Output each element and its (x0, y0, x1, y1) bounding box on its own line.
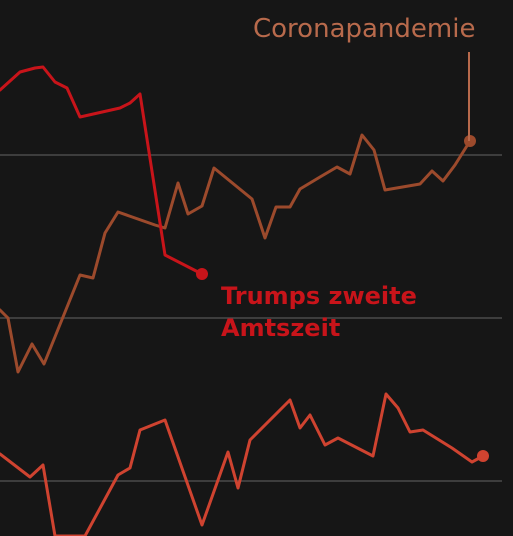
series-end-point-2 (477, 450, 489, 462)
gridlines (0, 154, 502, 482)
series-end-point-0 (196, 268, 208, 280)
series-line-0 (0, 65, 204, 276)
series-line-2 (0, 392, 485, 536)
series-line-1 (0, 133, 472, 374)
corona-annotation: Coronapandemie (253, 14, 475, 44)
trump-annotation-line2: Amtszeit (221, 314, 340, 342)
trump-annotation-line1: Trumps zweite (221, 282, 417, 310)
series-layer (0, 65, 489, 536)
